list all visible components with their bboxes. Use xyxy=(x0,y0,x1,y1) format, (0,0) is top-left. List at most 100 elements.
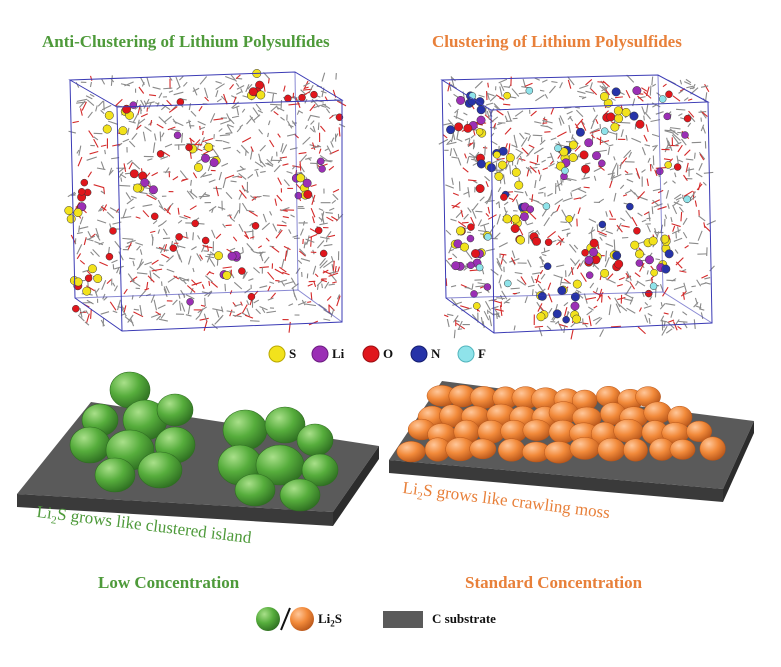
molecule-bond xyxy=(567,266,575,277)
molecule-bond xyxy=(311,195,315,203)
molecule-bond xyxy=(303,86,309,90)
molecule-bond xyxy=(302,136,311,145)
atom-o xyxy=(510,224,520,234)
molecule-bond xyxy=(139,191,148,195)
molecule-bond xyxy=(236,91,242,95)
atom-s xyxy=(613,106,623,116)
molecule-bond xyxy=(448,102,452,108)
molecule-bond xyxy=(146,107,149,112)
molecule-bond xyxy=(700,85,709,88)
molecule-bond xyxy=(561,228,570,232)
molecule-bond xyxy=(559,82,563,89)
molecule-bond xyxy=(554,198,564,206)
molecule-bond xyxy=(592,114,599,123)
molecule-bond xyxy=(284,280,295,285)
molecule-bond xyxy=(536,301,543,311)
molecule-bond xyxy=(557,321,563,331)
atom-li xyxy=(227,251,237,261)
molecule-bond xyxy=(156,123,164,129)
molecule-bond xyxy=(643,305,652,309)
molecule-bond xyxy=(172,299,178,306)
molecule-bond xyxy=(150,119,153,126)
molecule-bond xyxy=(160,155,169,160)
molecule-bond xyxy=(546,125,553,130)
molecule-bond xyxy=(646,217,651,220)
molecule-bond xyxy=(93,138,99,148)
molecule-bond xyxy=(547,156,552,159)
molecule-bond xyxy=(298,110,304,114)
molecule-bond xyxy=(260,170,266,173)
molecule-bond xyxy=(480,222,490,227)
molecule-bond xyxy=(277,177,282,185)
atom-f xyxy=(525,86,534,95)
molecule-bond xyxy=(304,124,308,130)
li2s-sphere xyxy=(669,439,696,460)
atom-s xyxy=(214,251,223,261)
molecule-bond xyxy=(198,195,210,198)
molecule-bond xyxy=(229,309,233,317)
atom-s xyxy=(505,153,515,163)
atom-s xyxy=(473,302,481,310)
molecule-bond xyxy=(598,165,605,171)
molecule-bond xyxy=(208,280,211,286)
molecule-bond xyxy=(619,184,625,190)
molecule-bond xyxy=(265,237,270,242)
molecule-bond xyxy=(450,76,455,87)
molecule-bond xyxy=(158,318,168,322)
molecule-bond xyxy=(699,308,705,311)
atom-o xyxy=(532,236,542,246)
atom-li xyxy=(592,151,601,161)
legend-f-atom-icon xyxy=(457,345,475,363)
molecule-bond xyxy=(124,81,134,87)
molecule-bond xyxy=(595,118,599,125)
atom-n xyxy=(498,146,508,156)
molecule-bond xyxy=(586,310,593,316)
molecule-bond xyxy=(540,273,546,280)
molecule-bond xyxy=(588,315,592,327)
molecule-bond xyxy=(267,132,270,138)
molecule-bond xyxy=(177,219,183,224)
molecule-bond xyxy=(147,275,155,283)
molecule-bond xyxy=(664,214,668,219)
li2s-sphere xyxy=(222,409,268,451)
molecule-bond xyxy=(511,144,518,149)
molecule-bond xyxy=(697,230,703,241)
molecule-bond xyxy=(82,269,90,273)
molecule-bond xyxy=(188,119,192,129)
molecule-bond xyxy=(574,145,581,152)
molecule-bond xyxy=(191,281,202,286)
molecule-bond xyxy=(192,87,200,92)
molecule-bond xyxy=(558,117,562,126)
molecule-bond xyxy=(692,83,696,90)
molecule-bond xyxy=(106,211,115,219)
molecule-bond xyxy=(453,315,459,323)
molecule-bond xyxy=(496,261,503,272)
molecule-bond xyxy=(249,222,253,227)
molecule-bond xyxy=(664,129,676,132)
molecule-bond xyxy=(683,282,687,293)
molecule-bond xyxy=(87,111,93,119)
molecule-bond xyxy=(236,85,245,90)
molecule-bond xyxy=(657,206,667,210)
molecule-bond xyxy=(662,83,667,88)
molecule-bond xyxy=(703,171,714,174)
molecule-bond xyxy=(535,200,544,206)
molecule-bond xyxy=(205,275,213,283)
molecule-bond xyxy=(154,133,157,141)
molecule-bond xyxy=(575,289,582,294)
molecule-bond xyxy=(516,279,526,286)
molecule-bond xyxy=(592,316,601,322)
molecule-bond xyxy=(624,293,633,299)
li2s-sphere xyxy=(137,451,183,489)
molecule-bond xyxy=(457,320,463,331)
molecule-bond xyxy=(288,229,292,235)
molecule-bond xyxy=(187,304,191,315)
molecule-bond xyxy=(465,250,473,260)
molecule-bond xyxy=(445,229,452,236)
molecule-bond xyxy=(614,96,623,99)
molecule-bond xyxy=(288,321,291,333)
molecule-bond xyxy=(79,310,86,315)
atom-li xyxy=(302,178,312,188)
molecule-bond xyxy=(460,284,468,288)
molecule-bond xyxy=(541,79,548,83)
